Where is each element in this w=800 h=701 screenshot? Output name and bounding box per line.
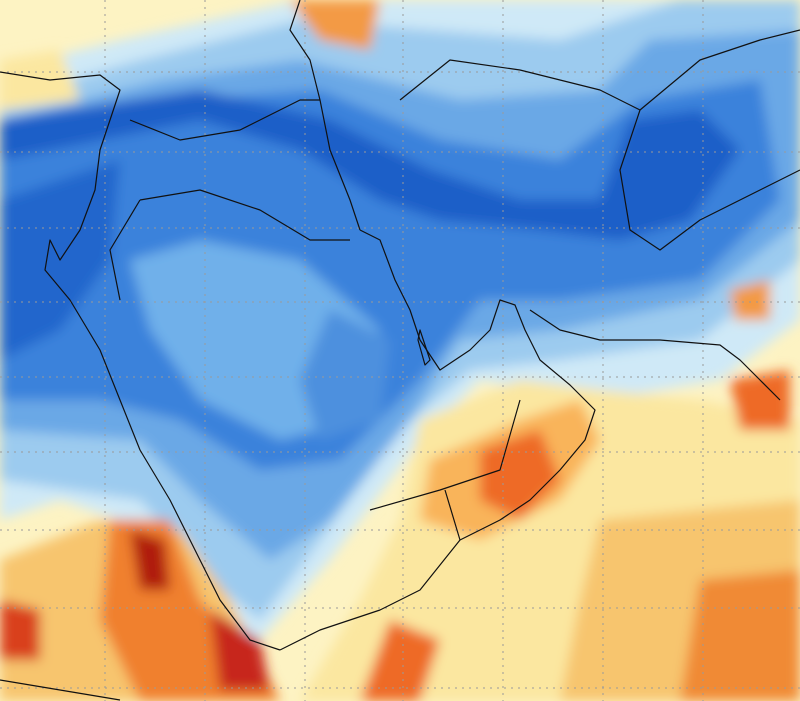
grid xyxy=(0,0,800,701)
anomaly-map xyxy=(0,0,800,701)
page xyxy=(0,0,800,701)
color-field xyxy=(0,0,800,701)
coastlines xyxy=(0,0,800,701)
